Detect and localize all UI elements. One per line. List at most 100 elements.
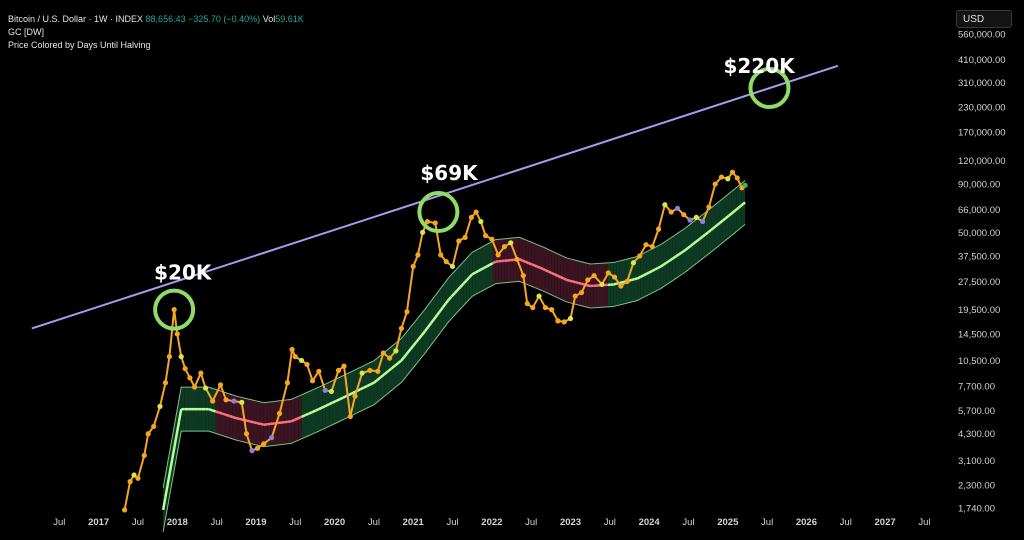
price-point [198,370,204,376]
price-point [187,375,193,381]
currency-button[interactable]: USD [956,10,1012,28]
price-point [734,175,740,181]
price-point [157,403,163,409]
x-tick-label: Jul [368,517,380,528]
price-point [449,263,456,270]
trendline [31,64,839,330]
band-center-segment [695,238,701,243]
band-center-segment [560,276,565,280]
band-center-segment [222,412,227,416]
x-tick-label: 2025 [717,517,739,528]
band-center-segment [613,282,618,286]
band-center-segment [421,330,426,336]
price-point [276,410,283,417]
band-center-segment [686,245,692,250]
price-point [591,273,597,279]
price-point [231,398,237,404]
price-point [328,388,335,395]
band-center-segment [742,201,746,205]
price-point [151,423,157,430]
band-center-segment [533,264,538,268]
band-center-segment [314,408,320,412]
price-point [359,370,365,376]
band-center-segment [737,205,741,209]
price-point [322,387,328,393]
price-point [352,393,358,399]
price-point [611,274,618,280]
price-point [387,355,393,361]
x-tick-label: Jul [211,517,223,528]
band-center-segment [161,497,167,511]
band-center-segment [545,269,550,273]
y-tick-label: 50,000.00 [958,228,1000,239]
price-point [693,214,699,220]
band-center-segment [373,379,379,384]
price-point [706,204,712,210]
price-point [375,368,381,374]
band-center-segment [412,341,418,347]
price-point [309,378,316,384]
price-point [555,318,561,324]
price-point [725,176,731,182]
price-point [171,307,177,313]
price-point [269,435,275,441]
peak-annotations: $20K $69K $220K [153,54,796,331]
band-center-segment [651,268,656,273]
band-center-segment [642,272,647,277]
band-center-segment [366,383,372,388]
band-center-segment [441,302,447,309]
band-center-segment [308,411,313,415]
price-point [316,368,322,374]
band-center-segment [521,259,526,263]
band-center-segment [639,274,644,279]
price-point [524,300,530,307]
band-center-segment [572,280,576,284]
band-center-segment [677,251,683,256]
price-point [662,202,668,208]
band-center-segment [581,282,585,286]
price-point [438,252,444,258]
band-center-segment [229,414,234,419]
price-point [210,398,216,404]
x-tick-label: Jul [918,517,930,528]
band-center-segment [730,211,735,215]
band-center-segment [418,334,424,340]
band-center-segment [208,407,213,412]
band-center-segment [474,269,479,274]
band-center-segment [636,275,641,280]
band-center-segment [465,276,471,282]
indicator-gaussian-channel[interactable]: GC [DW] [8,27,44,37]
band-center-segment [363,384,368,389]
y-tick-label: 230,000.00 [958,103,1006,114]
band-center-segment [716,221,721,227]
price-point [135,475,141,481]
last-price: 88,656.43 [145,14,186,24]
band-center-segment [177,408,183,422]
x-tick-label: 2026 [796,517,817,528]
indicator-halving-colors[interactable]: Price Colored by Days Until Halving [8,40,151,50]
band-center-segment [175,421,181,435]
x-tick-label: Jul [289,517,301,528]
band-center-segment [325,403,330,408]
y-tick-label: 5,700.00 [958,406,995,417]
price-point [178,354,184,360]
x-tick-label: 2022 [481,517,502,528]
band-center-segment [669,257,674,262]
band-center-segment [536,265,541,269]
price-point [456,238,462,244]
band-center-segment [645,271,650,276]
band-center-segment [426,322,432,328]
price-point [141,452,147,459]
price-point [530,304,536,311]
band-center-segment [249,420,254,424]
price-point [393,348,399,354]
price-point [468,214,475,220]
x-axis[interactable]: Jul 2017 Jul 2018 Jul 2019 Jul 2020 Jul 2021 Jul 20… [53,517,930,528]
band-center-segment [390,365,396,370]
y-axis[interactable]: 560,000.00 410,000.00 310,000.00 230,000.00… [958,30,1006,515]
price-point [174,331,180,337]
price-point [239,399,245,405]
price-point [131,472,137,478]
price-point [643,242,649,248]
